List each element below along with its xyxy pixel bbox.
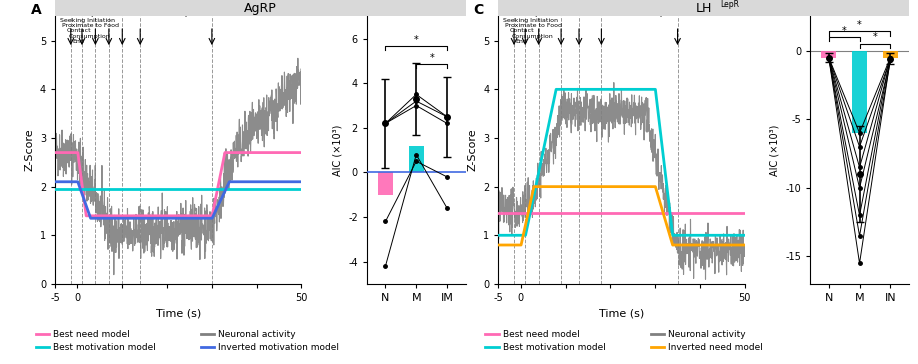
Text: Consumption: Consumption (69, 34, 110, 39)
Y-axis label: Z-Score: Z-Score (467, 129, 477, 171)
Bar (821, 51, 836, 58)
Text: *: * (430, 53, 434, 63)
Y-axis label: AIC (×10³): AIC (×10³) (770, 124, 779, 176)
Legend: Best need model, Best motivation model: Best need model, Best motivation model (482, 326, 610, 356)
Bar (409, 146, 424, 173)
Text: *: * (873, 32, 878, 43)
Legend: Neuronal activity, Inverted need model: Neuronal activity, Inverted need model (647, 326, 767, 356)
Text: Proximate to Food: Proximate to Food (505, 23, 562, 28)
Text: End: End (73, 39, 84, 44)
Text: AgRP: AgRP (244, 2, 276, 15)
Y-axis label: AIC (×10³): AIC (×10³) (332, 124, 342, 176)
Text: Consumption: Consumption (512, 34, 554, 39)
X-axis label: Time (s): Time (s) (599, 309, 644, 318)
Text: A: A (30, 3, 41, 17)
Y-axis label: Z-Score: Z-Score (24, 129, 34, 171)
Text: Contact: Contact (66, 28, 91, 33)
Text: Inaccessibility: Inaccessibility (145, 12, 189, 17)
Text: LH: LH (696, 2, 711, 15)
Text: C: C (474, 3, 484, 17)
Text: *: * (857, 20, 862, 30)
Text: Accessibility: Accessibility (57, 12, 96, 17)
Text: LepR: LepR (720, 0, 739, 9)
Text: D: D (783, 3, 794, 17)
Text: Seeking Initiation: Seeking Initiation (60, 18, 115, 23)
Text: Accessibility: Accessibility (500, 12, 540, 17)
Bar (378, 173, 393, 195)
Legend: Neuronal activity, Inverted motivation model: Neuronal activity, Inverted motivation m… (197, 326, 342, 356)
Text: Seeking Initiation: Seeking Initiation (503, 18, 558, 23)
Text: *: * (414, 35, 419, 46)
Text: Contact: Contact (509, 28, 534, 33)
Text: Inaccessibility: Inaccessibility (620, 12, 664, 17)
Text: End: End (515, 39, 527, 44)
Bar (882, 51, 898, 58)
X-axis label: Time (s): Time (s) (156, 309, 201, 318)
Text: Proximate to Food: Proximate to Food (62, 23, 118, 28)
Bar (852, 51, 868, 133)
Text: *: * (842, 25, 846, 36)
Legend: Best need model, Best motivation model: Best need model, Best motivation model (32, 326, 160, 356)
Text: B: B (340, 3, 350, 17)
